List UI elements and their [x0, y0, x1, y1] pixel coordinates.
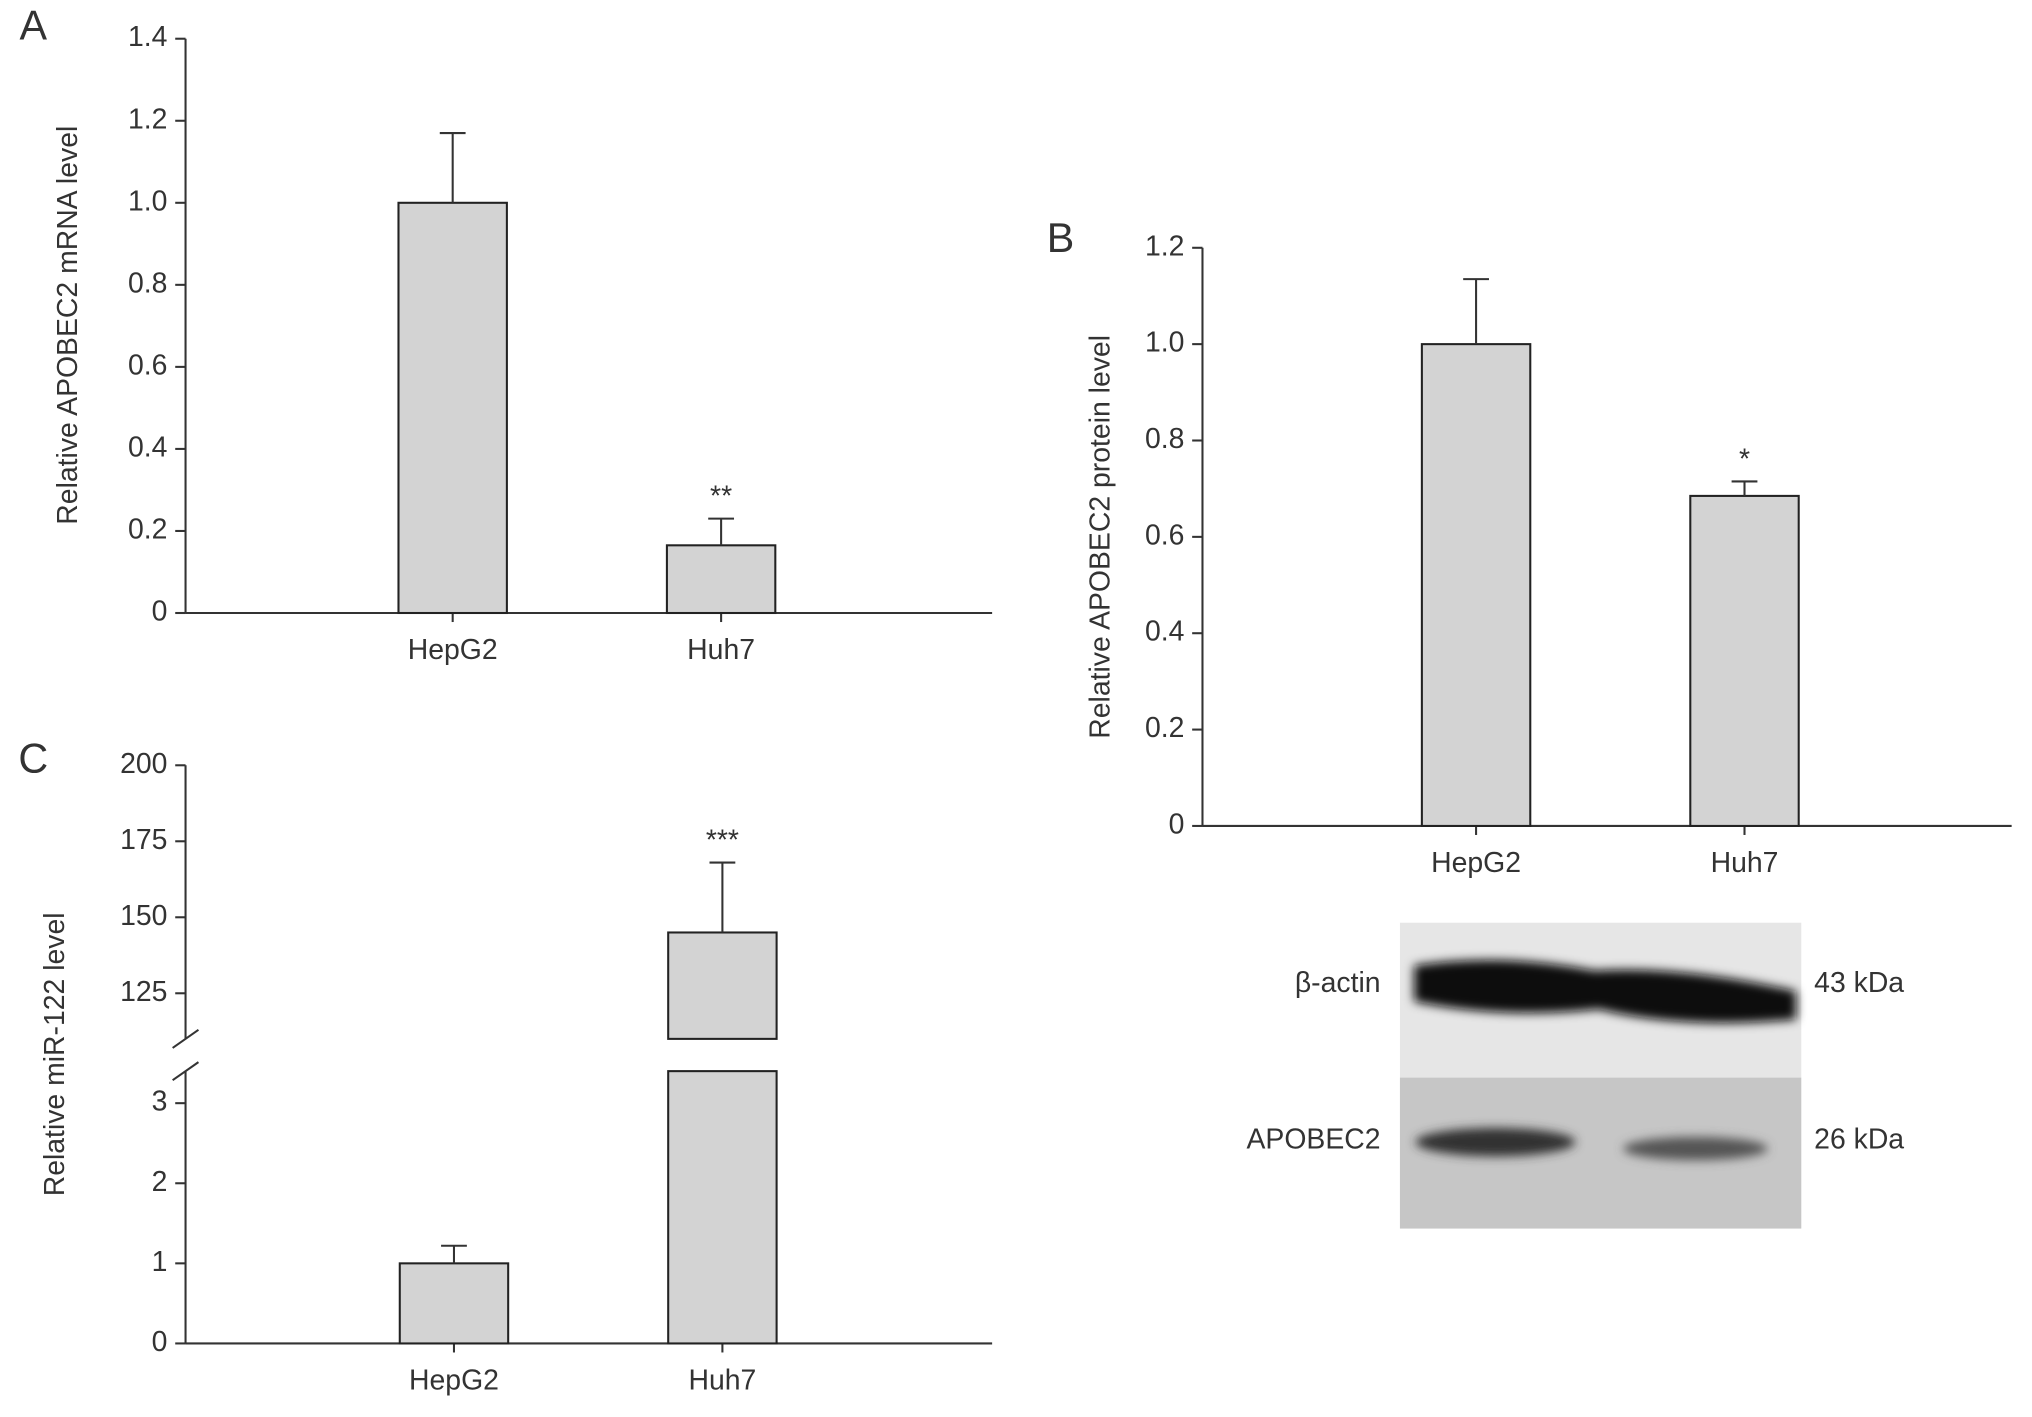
y-axis-label: Relative APOBEC2 protein level	[1084, 335, 1116, 739]
y-tick-label: 1.0	[128, 185, 167, 217]
panel-label: A	[19, 2, 47, 48]
x-tick-label: Huh7	[687, 634, 755, 666]
y-tick-label: 3	[152, 1086, 168, 1118]
error-bar	[1463, 278, 1489, 345]
error-bar	[708, 517, 735, 546]
y-tick-label: 1.2	[128, 103, 167, 135]
y-tick-label: 0.4	[1145, 616, 1184, 648]
error-bar	[1731, 480, 1758, 496]
y-tick-label: 0	[1169, 808, 1185, 840]
apobec2-band	[1623, 1136, 1768, 1161]
axis-break	[172, 1028, 200, 1049]
y-tick-label: 0.8	[1145, 423, 1184, 455]
y-tick-label: 0	[152, 596, 168, 628]
y-tick-label: 200	[120, 748, 167, 780]
y-tick-label: 0.4	[128, 431, 167, 463]
blot-size: 43 kDa	[1814, 967, 1904, 999]
error-bar	[439, 132, 466, 203]
significance: **	[710, 481, 732, 513]
error-bar	[709, 861, 736, 933]
y-tick-label: 2	[152, 1166, 168, 1198]
y-tick-label: 1.2	[1145, 230, 1184, 262]
western-blot: β-actin 43 kDa APOBEC2 26 kDa	[1247, 922, 1904, 1229]
bar	[667, 931, 778, 1040]
bar	[1420, 343, 1532, 827]
panel-label: B	[1047, 215, 1075, 261]
x-tick-label: HepG2	[408, 634, 498, 666]
bar	[397, 201, 508, 615]
panel-label: C	[18, 735, 48, 781]
y-tick-label: 0.2	[128, 513, 167, 545]
bar	[398, 1262, 510, 1345]
bar	[665, 544, 777, 615]
blot-size: 26 kDa	[1814, 1123, 1904, 1155]
y-tick-label: 0.6	[128, 349, 167, 381]
bar	[667, 1070, 778, 1345]
y-tick-label: 1.4	[128, 21, 167, 53]
blot-label: β-actin	[1295, 967, 1381, 999]
y-tick-label: 125	[120, 976, 167, 1008]
bar	[1689, 494, 1800, 827]
x-tick-label: HepG2	[1431, 847, 1521, 879]
y-tick-label: 0	[152, 1326, 168, 1358]
y-tick-label: 175	[120, 824, 167, 856]
x-tick-label: Huh7	[688, 1365, 756, 1397]
apobec2-band	[1415, 1127, 1576, 1157]
y-tick-label: 150	[120, 900, 167, 932]
significance: ***	[706, 824, 739, 856]
y-tick-label: 0.6	[1145, 519, 1184, 551]
axis-break	[172, 1061, 200, 1082]
y-tick-label: 0.2	[1145, 712, 1184, 744]
actin-band	[1414, 959, 1797, 1023]
error-bar	[441, 1244, 467, 1264]
bands	[1414, 959, 1797, 1161]
x-tick-label: HepG2	[409, 1365, 499, 1397]
y-axis-label: Relative APOBEC2 mRNA level	[52, 126, 84, 525]
y-tick-label: 1.0	[1145, 327, 1184, 359]
significance: *	[1739, 443, 1750, 475]
y-tick-label: 0.8	[128, 267, 167, 299]
y-axis-label: Relative miR-122 level	[39, 912, 71, 1196]
y-tick-label: 1	[152, 1246, 168, 1278]
x-tick-label: Huh7	[1711, 847, 1779, 879]
blot-label: APOBEC2	[1247, 1123, 1381, 1155]
